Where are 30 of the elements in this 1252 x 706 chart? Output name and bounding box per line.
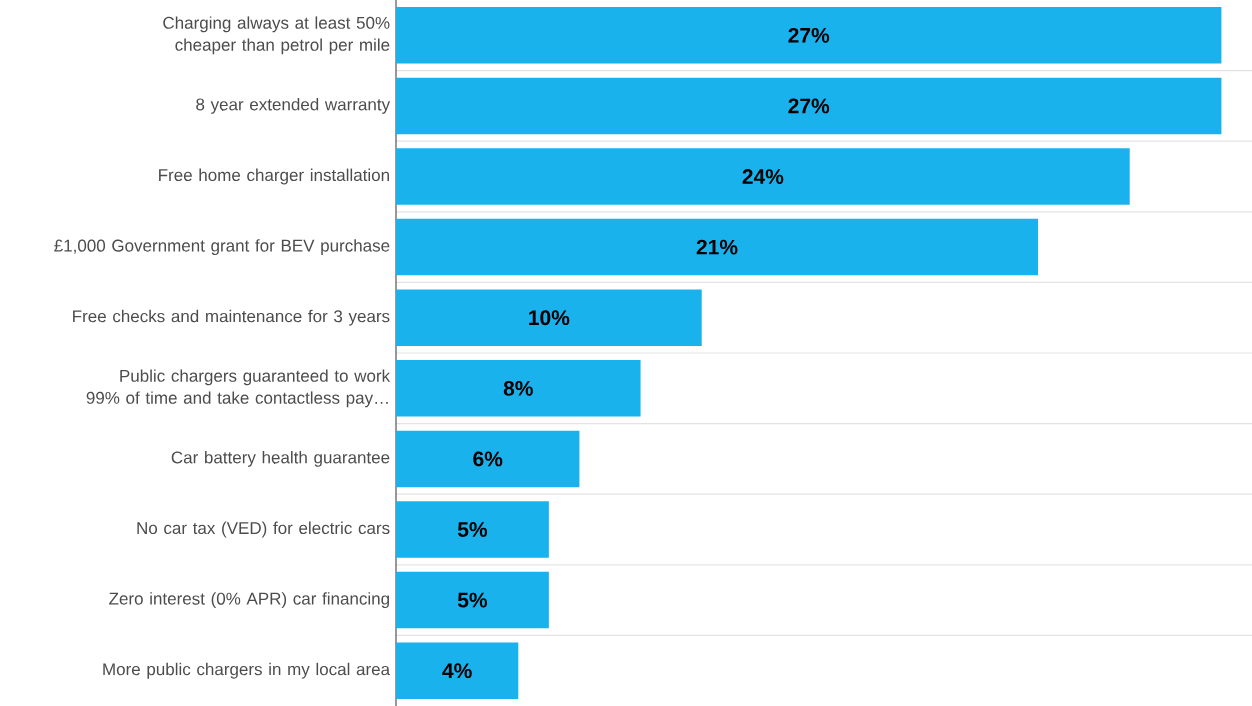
- y-tick-label: Free checks and maintenance for 3 years: [73, 309, 390, 326]
- data-label: 24%: [742, 169, 784, 184]
- y-tick-label: More public chargers in my local area: [103, 662, 391, 679]
- y-tick-label: Public chargers guaranteed to work 99% of time and take contactless pay…: [86, 369, 391, 408]
- data-label: 8%: [503, 380, 533, 396]
- y-tick-label: Zero interest (0% APR) car financing: [109, 592, 389, 609]
- y-tick-label: Charging always at least 50% cheaper than petrol per mile: [163, 16, 390, 55]
- bar: [396, 501, 549, 558]
- data-label: 27%: [788, 27, 830, 43]
- data-label: 10%: [529, 310, 570, 326]
- bar: [396, 148, 1130, 205]
- bar: [396, 218, 1039, 276]
- data-label: 5%: [457, 522, 488, 537]
- data-label: 6%: [473, 451, 503, 467]
- data-label: 5%: [457, 592, 488, 608]
- data-label: 4%: [442, 663, 472, 679]
- y-tick-label: Car battery health guarantee: [171, 450, 390, 467]
- y-tick-label: Free home charger installation: [159, 168, 389, 185]
- bar: [396, 430, 580, 488]
- bar: [396, 7, 1222, 64]
- bar: [396, 77, 1222, 135]
- bar: [396, 642, 519, 699]
- bar: [396, 571, 549, 629]
- bar: [396, 360, 641, 417]
- data-label: 27%: [788, 98, 830, 114]
- bar: [396, 289, 702, 346]
- y-tick-label: £1,000 Government grant for BEV purchase: [54, 239, 390, 256]
- y-tick-label: No car tax (VED) for electric cars: [137, 521, 390, 538]
- y-tick-label: 8 year extended warranty: [196, 97, 391, 114]
- data-label: 21%: [696, 239, 738, 255]
